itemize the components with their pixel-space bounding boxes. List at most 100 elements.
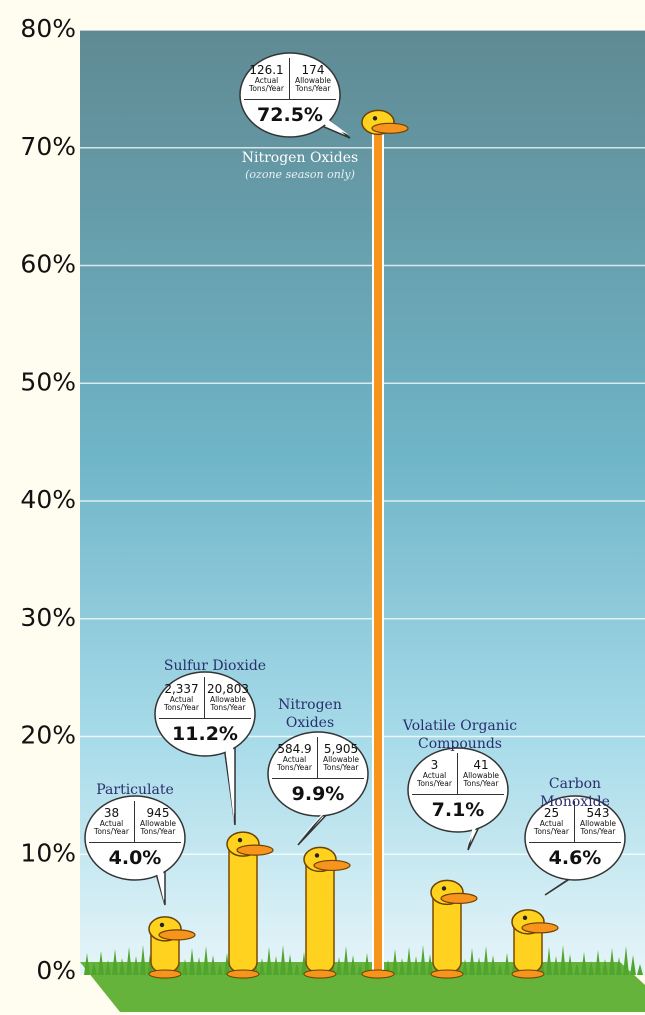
grass [105,960,111,975]
grass [483,946,489,975]
bubble-content: 3 Actual Tons/Year 41 Allowable Tons/Year 7.… [412,753,504,827]
bubble-tail-fill [544,855,603,892]
grass [112,949,118,975]
tons-value: 38 [103,806,120,820]
grass [343,946,349,975]
grass [602,959,608,975]
grass [224,953,230,975]
category-label: Sulfur Dioxide [163,658,267,674]
y-tick-label: 30% [20,603,76,632]
bubble-column: 174 Allowable Tons/Year [290,58,336,100]
grass [539,958,545,975]
grass [266,947,272,975]
bubble-tail-fill [309,112,349,135]
grass [357,964,363,975]
grass [189,948,195,975]
tons-label: Actual Tons/Year [164,695,199,712]
bubble-content: 584.9 Actual Tons/Year 5,905 Allowable Tons… [272,737,364,811]
tons-label: Actual Tons/Year [94,819,129,836]
duck-beak [440,892,478,904]
grass [182,959,188,975]
bubble [524,795,626,881]
grass [259,958,265,975]
grass [91,962,97,975]
duck-beak [236,844,274,856]
grass [203,946,209,975]
grass [497,964,503,975]
bubble-column: 38 Actual Tons/Year [89,801,135,843]
bubble-tail-fill [224,731,234,822]
duck-eye [159,922,165,928]
bubble-content: 38 Actual Tons/Year 945 Allowable Tons/Year… [89,801,181,875]
value-label: 9.9% [291,783,345,805]
grass [196,957,202,975]
duck-foot [430,969,464,979]
grass [490,955,496,975]
grass [147,954,153,975]
tons-value: 5,905 [323,742,359,756]
bubble-tail-fill [154,855,164,902]
tons-label: Allowable Tons/Year [579,819,617,836]
tons-value: 945 [146,806,170,820]
duck-beak [521,922,559,934]
grass [287,954,293,975]
grass [301,952,307,975]
annotation: (ozone season only) [245,168,355,181]
y-tick-label: 10% [20,838,76,867]
duck-eye [237,837,243,843]
grass [504,953,510,975]
grass [84,953,90,975]
tons-label: Actual Tons/Year [277,755,312,772]
duck-foot [148,969,182,979]
duck-eye [441,886,447,891]
bubble [267,731,369,817]
duck-beak [371,122,409,134]
grass [588,961,594,975]
grass [574,963,580,975]
duck-eye [372,116,378,121]
value-label: 11.2% [172,723,238,745]
grass [126,947,132,975]
y-tick-label: 40% [20,485,76,514]
grass [581,952,587,975]
y-tick-label: 50% [20,367,76,396]
tons-value: 25 [543,806,560,820]
category-label: Carbon Monoxide [540,776,610,810]
duck-bar [305,854,335,973]
grass [595,950,601,975]
grass [406,947,412,975]
grass [553,956,559,975]
grass [392,949,398,975]
tons-label: Actual Tons/Year [417,771,452,788]
y-tick-label: 20% [20,721,76,750]
category-label: Volatile Organic Compounds [402,718,518,752]
duck-foot [226,969,260,979]
grass [567,954,573,975]
bubble-column: 41 Allowable Tons/Year [458,753,504,795]
tons-value: 584.9 [277,742,312,756]
grass [273,956,279,975]
y-tick-label: 80% [20,14,76,43]
tons-value: 41 [473,758,489,772]
value-label: 4.0% [108,847,162,869]
grass [119,958,125,975]
tons-label: Allowable Tons/Year [139,819,177,836]
bubble-column: 543 Allowable Tons/Year [575,801,621,843]
category-label: Particulate [96,782,174,798]
bubble-content: 126.1 Actual Tons/Year 174 Allowable Tons/Y… [244,58,336,132]
value-label: 72.5% [257,104,323,126]
bubble-column: 20,803 Allowable Tons/Year [205,677,251,719]
grass [616,957,622,975]
grass [462,959,468,975]
grass [210,955,216,975]
tons-value: 20,803 [207,682,249,696]
bubble-tail-fill [297,791,346,842]
duck-foot [511,969,545,979]
grass [560,945,566,975]
bubble-tail-fill [467,807,486,847]
grass [399,958,405,975]
grass [546,947,552,975]
tons-value: 543 [586,806,610,820]
